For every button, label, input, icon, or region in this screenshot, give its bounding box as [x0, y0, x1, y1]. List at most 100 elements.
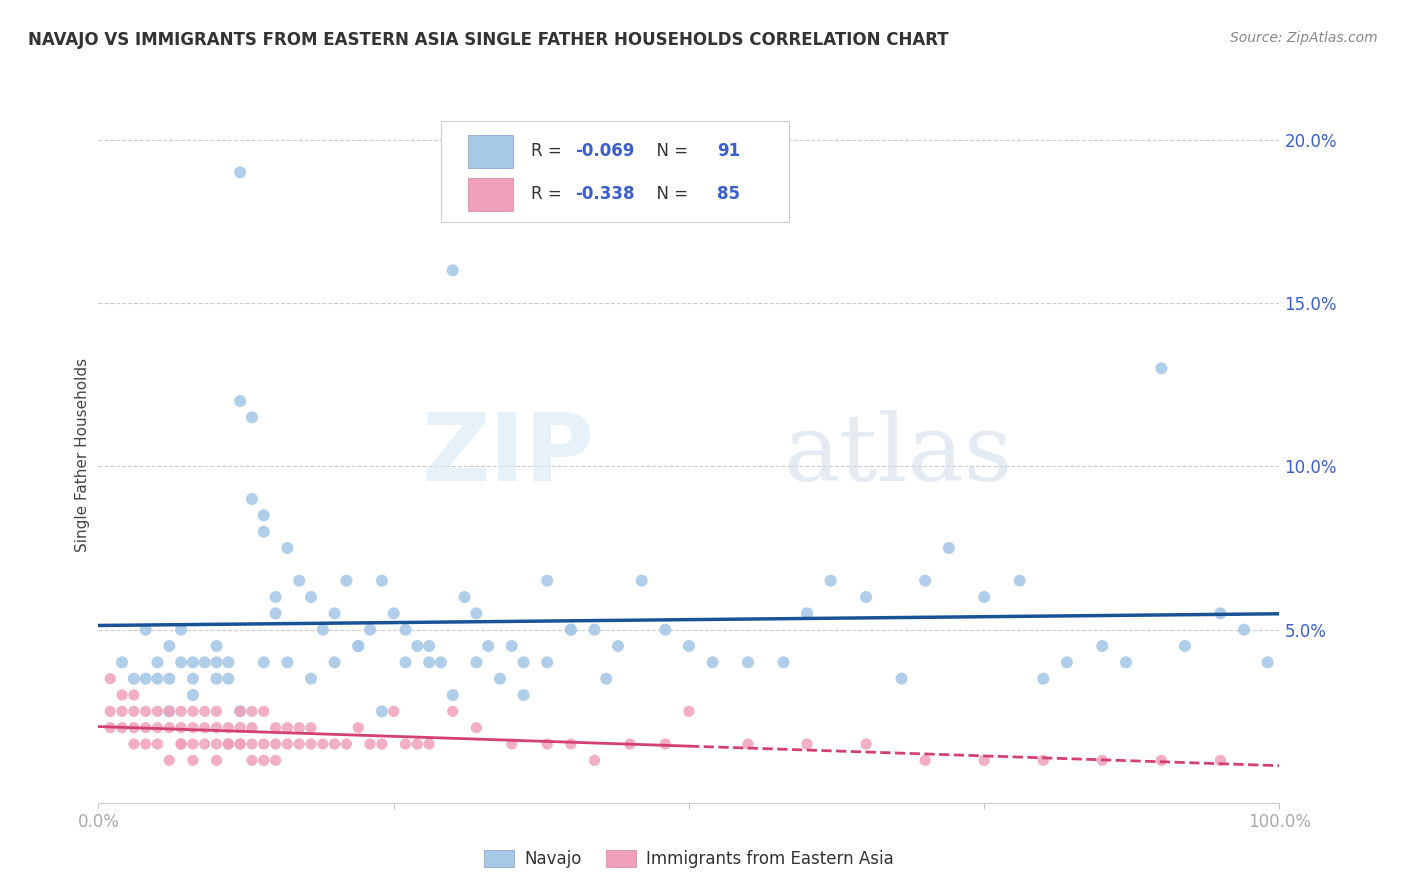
Point [205, 704, 228, 718]
Point [299, 590, 322, 604]
Text: atlas: atlas [783, 410, 1012, 500]
Legend: Navajo, Immigrants from Eastern Asia: Navajo, Immigrants from Eastern Asia [477, 843, 901, 874]
Point [181, 688, 204, 702]
Point [170, 623, 193, 637]
Point [312, 737, 335, 751]
Point [146, 672, 169, 686]
Point [607, 639, 630, 653]
Text: ZIP: ZIP [422, 409, 595, 501]
Point [938, 541, 960, 555]
Point [1150, 361, 1173, 376]
Point [796, 607, 818, 621]
Point [347, 721, 370, 735]
Point [772, 656, 794, 670]
Point [536, 737, 558, 751]
Point [146, 737, 169, 751]
Point [1032, 753, 1054, 767]
Point [170, 704, 193, 718]
Point [299, 721, 322, 735]
Point [135, 623, 157, 637]
Point [122, 688, 145, 702]
Point [135, 672, 157, 686]
Point [288, 721, 311, 735]
Point [441, 688, 464, 702]
Point [181, 721, 204, 735]
Point [583, 753, 606, 767]
Point [276, 656, 298, 670]
Point [406, 639, 429, 653]
Point [194, 737, 217, 751]
Y-axis label: Single Father Households: Single Father Households [75, 358, 90, 552]
Point [465, 721, 488, 735]
Point [98, 704, 121, 718]
Point [264, 721, 287, 735]
Point [737, 737, 759, 751]
Point [430, 656, 453, 670]
Point [654, 623, 676, 637]
Text: 85: 85 [717, 186, 741, 203]
Point [371, 574, 394, 588]
Point [501, 737, 523, 751]
Point [382, 607, 405, 621]
Point [890, 672, 912, 686]
Text: -0.338: -0.338 [575, 186, 636, 203]
Point [288, 574, 311, 588]
Text: N =: N = [647, 142, 693, 160]
Point [583, 623, 606, 637]
Point [135, 721, 157, 735]
Point [194, 704, 217, 718]
Point [170, 721, 193, 735]
Point [229, 737, 252, 751]
Point [288, 737, 311, 751]
Point [217, 737, 239, 751]
Point [1032, 672, 1054, 686]
Point [264, 753, 287, 767]
Text: R =: R = [530, 186, 567, 203]
Point [1257, 656, 1279, 670]
Point [312, 623, 335, 637]
Point [796, 737, 818, 751]
Point [630, 574, 652, 588]
Text: NAVAJO VS IMMIGRANTS FROM EASTERN ASIA SINGLE FATHER HOUSEHOLDS CORRELATION CHAR: NAVAJO VS IMMIGRANTS FROM EASTERN ASIA S… [28, 31, 949, 49]
Point [157, 721, 180, 735]
Point [1008, 574, 1031, 588]
Point [240, 721, 263, 735]
Point [512, 688, 534, 702]
Bar [468, 135, 513, 168]
Point [1150, 753, 1173, 767]
Point [181, 672, 204, 686]
Point [276, 541, 298, 555]
Point [418, 737, 440, 751]
Point [560, 623, 582, 637]
Point [359, 737, 381, 751]
Point [1091, 639, 1114, 653]
Point [654, 737, 676, 751]
Point [489, 672, 512, 686]
Point [1209, 753, 1232, 767]
Point [264, 590, 287, 604]
Text: R =: R = [530, 142, 567, 160]
Point [240, 704, 263, 718]
Point [194, 656, 217, 670]
Point [477, 639, 499, 653]
Point [560, 737, 582, 751]
Point [135, 704, 157, 718]
Point [170, 737, 193, 751]
Point [678, 639, 700, 653]
Point [229, 394, 252, 409]
Point [181, 737, 204, 751]
Point [347, 639, 370, 653]
Point [229, 704, 252, 718]
Point [382, 704, 405, 718]
Point [323, 737, 346, 751]
Point [181, 704, 204, 718]
Point [205, 753, 228, 767]
Point [501, 639, 523, 653]
Point [441, 263, 464, 277]
Point [240, 410, 263, 425]
Point [205, 672, 228, 686]
Point [146, 704, 169, 718]
Point [737, 656, 759, 670]
Point [335, 737, 357, 751]
Point [205, 639, 228, 653]
